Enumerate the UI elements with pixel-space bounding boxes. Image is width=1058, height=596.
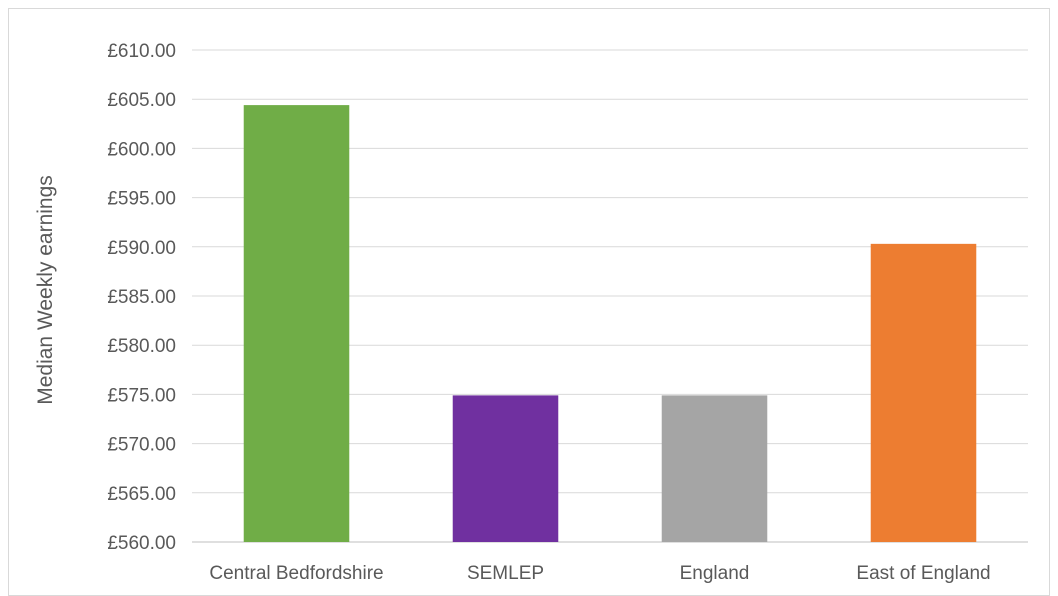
x-category-label: East of England [856, 563, 990, 584]
y-tick-label: £585.00 [107, 287, 176, 308]
y-tick-label: £605.00 [107, 90, 176, 111]
y-tick-label: £560.00 [107, 533, 176, 554]
y-tick-label: £565.00 [107, 484, 176, 505]
y-tick-label: £610.00 [107, 41, 176, 62]
x-category-label: England [680, 563, 750, 584]
bar-semlep [452, 395, 559, 542]
bar-england [661, 395, 768, 542]
x-category-label: SEMLEP [467, 563, 544, 584]
x-axis-categories: Central Bedfordshire SEMLEP England East of… [209, 563, 990, 584]
bar-east-of-england [870, 243, 977, 542]
bars [243, 105, 977, 542]
y-tick-label: £590.00 [107, 238, 176, 259]
x-category-label: Central Bedfordshire [209, 563, 383, 584]
y-tick-label: £580.00 [107, 336, 176, 357]
y-axis-ticks: £560.00 £565.00 £570.00 £575.00 £580.00 £585.… [107, 41, 176, 554]
y-axis-title: Median Weekly earnings [34, 175, 57, 405]
y-tick-label: £575.00 [107, 385, 176, 406]
y-tick-label: £570.00 [107, 435, 176, 456]
y-tick-label: £600.00 [107, 139, 176, 160]
y-tick-label: £595.00 [107, 189, 176, 210]
bar-central-bedfordshire [243, 105, 350, 542]
